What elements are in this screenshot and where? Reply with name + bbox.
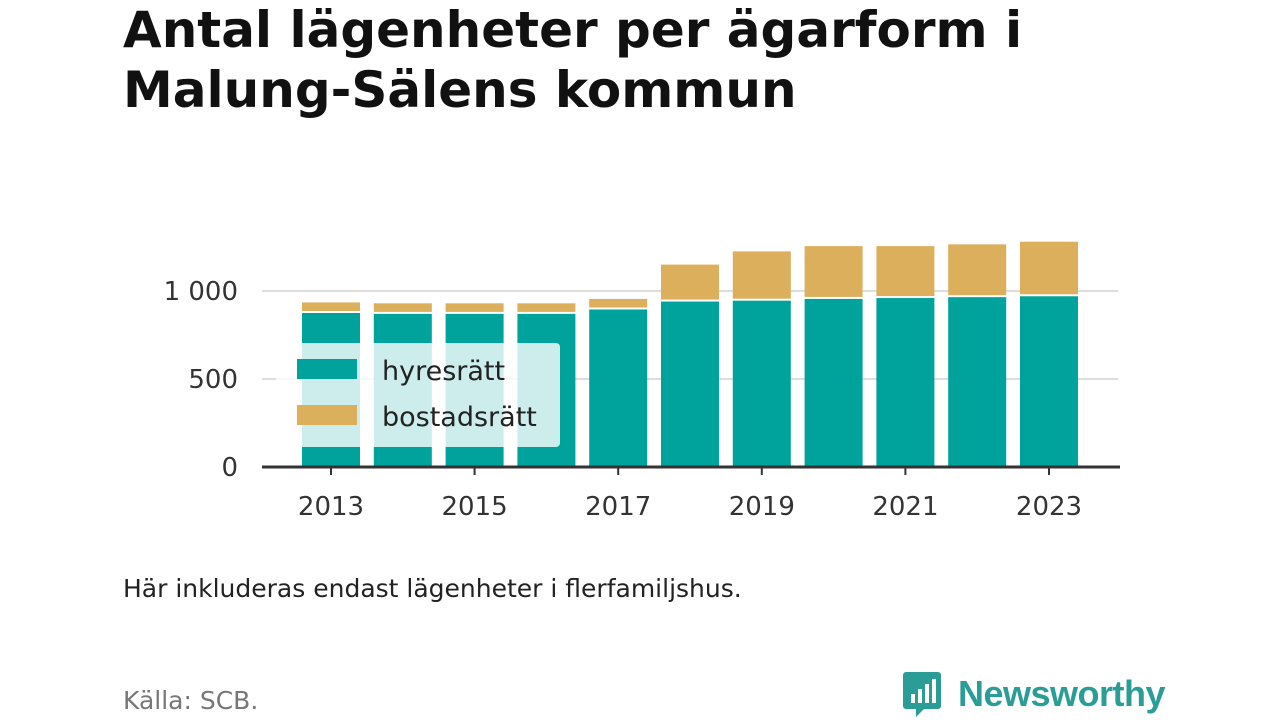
legend-swatch-bostadsratt <box>297 405 357 425</box>
x-tick-label: 2023 <box>1016 492 1082 522</box>
x-tick-label: 2015 <box>442 492 508 522</box>
bar-bostadsratt-2015 <box>445 303 504 312</box>
bar-bostadsratt-2019 <box>732 251 791 299</box>
bar-bostadsratt-2017 <box>589 298 648 308</box>
x-tick-label: 2017 <box>585 492 651 522</box>
legend-label-bostadsratt: bostadsrätt <box>382 402 537 433</box>
bar-bostadsratt-2022 <box>948 244 1007 296</box>
bar-bostadsratt-2018 <box>661 264 719 300</box>
source-text: Källa: SCB. <box>123 686 259 715</box>
legend: hyresrätt bostadsrätt <box>276 343 560 447</box>
newsworthy-logo-icon <box>903 672 941 717</box>
y-tick-label: 0 <box>221 453 238 483</box>
x-tick-label: 2013 <box>298 492 364 522</box>
bar-hyresratt-2021 <box>876 298 935 467</box>
axes: 0 500 1 000 2013 2015 2017 2019 2021 2023 <box>164 277 1120 522</box>
chart-note: Här inkluderas endast lägenheter i flerf… <box>123 574 742 603</box>
brand-logo: Newsworthy <box>902 670 1166 718</box>
bar-bostadsratt-2016 <box>517 303 576 312</box>
bar-hyresratt-2022 <box>948 297 1007 467</box>
bar-bostadsratt-2020 <box>804 246 863 297</box>
y-tick-label: 1 000 <box>164 277 238 307</box>
chart-title: Antal lägenheter per ägarform i Malung-S… <box>123 1 1023 119</box>
legend-swatch-hyresratt <box>297 359 357 379</box>
y-tick-label: 500 <box>188 365 238 395</box>
bar-bostadsratt-2021 <box>876 246 935 297</box>
brand-name: Newsworthy <box>958 673 1166 714</box>
bar-bostadsratt-2013 <box>302 302 360 311</box>
bar-bostadsratt-2023 <box>1020 241 1078 295</box>
bar-bostadsratt-2014 <box>373 303 432 312</box>
bar-hyresratt-2018 <box>661 301 719 467</box>
legend-label-hyresratt: hyresrätt <box>382 356 505 387</box>
bar-hyresratt-2023 <box>1020 296 1078 467</box>
bar-hyresratt-2017 <box>589 309 648 467</box>
x-tick-label: 2021 <box>872 492 938 522</box>
bar-hyresratt-2019 <box>732 300 791 467</box>
x-tick-label: 2019 <box>729 492 795 522</box>
bar-hyresratt-2020 <box>804 298 863 467</box>
